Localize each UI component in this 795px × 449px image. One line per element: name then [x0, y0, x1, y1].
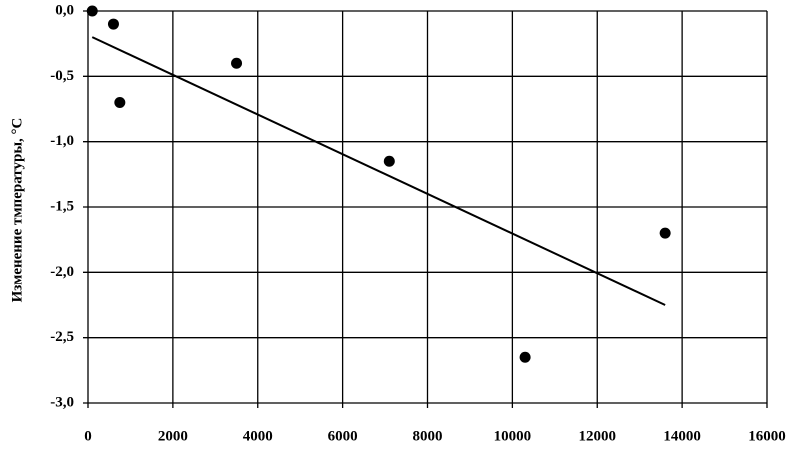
y-tick-label: -2,5	[50, 329, 74, 345]
y-axis-label: Изменение тмпературы, °С	[9, 118, 25, 303]
x-tick-label: 12000	[579, 428, 617, 444]
data-point	[231, 57, 243, 69]
x-tick-label: 14000	[663, 428, 701, 444]
data-point	[383, 155, 395, 167]
y-tick-label: -2,0	[50, 264, 74, 280]
data-point	[107, 18, 119, 30]
data-point	[114, 96, 126, 108]
data-point	[519, 351, 531, 363]
x-tick-label: 2000	[158, 428, 188, 444]
y-tick-label: -3,0	[50, 394, 74, 410]
trend-line	[91, 36, 666, 306]
x-tick-label: 6000	[328, 428, 358, 444]
y-tick-label: -1,0	[50, 133, 74, 149]
data-point	[659, 227, 671, 239]
y-tick-label: -0,5	[50, 68, 74, 84]
x-tick-label: 4000	[243, 428, 273, 444]
x-tick-label: 10000	[494, 428, 532, 444]
x-tick-label: 0	[84, 428, 92, 444]
x-tick-label: 16000	[748, 428, 786, 444]
data-point	[86, 5, 98, 17]
x-tick-label: 8000	[413, 428, 443, 444]
y-tick-label: -1,5	[50, 198, 74, 214]
y-tick-label: 0,0	[55, 2, 74, 18]
